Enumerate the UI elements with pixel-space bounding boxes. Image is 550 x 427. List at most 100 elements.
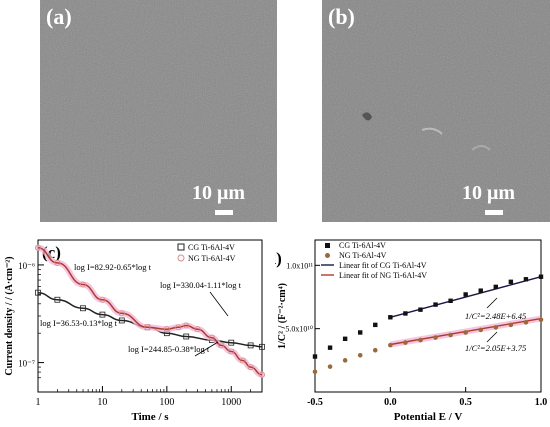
annotation-d: 1/C²=2.48E+6.45 — [465, 311, 526, 321]
fit-line-cg-d — [390, 276, 542, 318]
data-point-cg-d — [523, 277, 529, 282]
legend-label-d: CG Ti-6Al-4V — [339, 241, 386, 250]
data-point-ng-d — [478, 327, 484, 333]
data-point-ng-c — [35, 244, 42, 251]
panel-label-a: (a) — [46, 4, 72, 29]
data-point-ng-c — [239, 357, 246, 364]
x-axis-label-c: Time / s — [131, 411, 169, 423]
data-point-ng-c — [80, 281, 87, 288]
data-point-ng-d — [342, 358, 348, 363]
data-point-cg-d — [493, 284, 498, 290]
data-point-ng-c — [144, 324, 151, 331]
sem-image-b: (b) 10 μm — [322, 0, 550, 222]
data-point-cg-c — [247, 342, 254, 349]
data-point-cg-d — [478, 288, 483, 293]
data-point-ng-d — [508, 322, 514, 328]
plot-frame-d — [314, 239, 542, 393]
data-point-cg-d — [342, 336, 348, 341]
data-point-ng-c — [258, 371, 265, 378]
data-point-cg-d — [327, 345, 333, 350]
legend-label-d: NG Ti-6Al-4V — [339, 251, 387, 260]
x-tick-label-c: 1 — [36, 397, 41, 408]
legend-marker-d — [325, 243, 330, 248]
data-point-ng-d — [312, 369, 318, 375]
data-point-ng-d — [493, 325, 499, 330]
x-axis-label-d: Potential E / V — [394, 411, 463, 423]
annotation-arrow-c — [194, 341, 219, 357]
data-point-ng-c — [99, 296, 106, 303]
legend-label-c: CG Ti-6Al-4V — [188, 243, 235, 252]
x-tick-label-c: 100 — [159, 397, 174, 408]
panel-label-d: (d) — [275, 249, 282, 268]
legend-marker-c — [177, 254, 185, 262]
x-tick-label-c: 10 — [97, 397, 107, 408]
data-point-ng-d — [357, 352, 363, 358]
legend-marker-d — [325, 253, 330, 258]
data-point-cg-d — [508, 279, 514, 284]
annotation-arrow-c — [209, 291, 229, 317]
data-point-cg-c — [99, 311, 106, 318]
x-tick-label-d: -0.5 — [307, 397, 323, 408]
data-point-cg-c — [54, 296, 61, 303]
data-point-cg-d — [403, 311, 408, 316]
legend-label-d: Linear fit of CG Ti-6Al-4V — [339, 261, 427, 270]
data-point-cg-d — [312, 354, 318, 359]
y-tick-label-d: 1.0x10¹¹ — [286, 261, 313, 270]
data-point-ng-c — [228, 348, 235, 355]
data-point-ng-d — [538, 317, 544, 323]
data-point-cg-c — [80, 305, 86, 312]
annotation-c: log I=330.04-1.11*log t — [160, 280, 242, 290]
panel-label-b: (b) — [328, 4, 355, 29]
data-point-ng-c — [208, 334, 215, 341]
x-tick-label-d: 0.5 — [459, 397, 472, 408]
legend-label-d: Linear fit of NG Ti-6Al-4V — [339, 271, 427, 280]
data-point-ng-d — [433, 335, 438, 340]
annotation-c: log I=244.85-0.38*log t — [128, 344, 210, 354]
data-point-cg-d — [373, 322, 378, 328]
x-tick-label-c: 1000 — [221, 397, 241, 408]
scale-bar-label-b: 10 μm — [462, 182, 515, 204]
x-tick-label-d: 1.0 — [535, 397, 548, 408]
y-axis-label-c: Current density / / (A·cm⁻²) — [4, 256, 15, 375]
data-point-cg-d — [463, 292, 468, 297]
series-line-ng-c — [37, 246, 263, 376]
data-point-cg-d — [538, 274, 544, 279]
data-point-ng-c — [194, 326, 201, 333]
data-point-ng-c — [247, 364, 254, 371]
annotation-d: 1/C²=2.05E+3.75 — [465, 343, 526, 353]
data-point-ng-c — [118, 310, 125, 317]
data-point-ng-c — [183, 322, 190, 329]
data-point-ng-c — [54, 259, 61, 266]
data-point-ng-c — [218, 342, 225, 349]
data-point-cg-c — [259, 343, 265, 350]
data-point-ng-d — [523, 320, 529, 325]
data-point-ng-d — [418, 337, 423, 343]
data-point-cg-c — [183, 333, 190, 340]
chart-d-mott-schottky: -0.5 0.0 0.5 1.0 5.0x10¹⁰ 1.0x10¹¹ Potential E… — [275, 239, 548, 423]
data-point-cg-d — [418, 307, 423, 312]
scale-bar-a — [215, 210, 233, 215]
annotation-c: log I=36.53-0.13*log t — [40, 318, 118, 328]
data-point-ng-c — [163, 326, 170, 333]
sem-texture-a — [40, 0, 277, 222]
data-point-cg-d — [433, 302, 438, 307]
data-point-cg-c — [228, 339, 235, 346]
annotation-arrow-d — [486, 297, 498, 309]
y-tick-label-c: 10⁻⁶ — [18, 261, 35, 271]
data-point-ng-c — [175, 324, 182, 331]
data-point-ng-d — [327, 364, 333, 369]
legend-label-c: NG Ti-6Al-4V — [188, 254, 236, 263]
annotation-arrow-d — [486, 331, 498, 343]
legend-marker-c — [177, 243, 185, 251]
scale-bar-b — [485, 210, 503, 215]
data-point-cg-d — [448, 298, 453, 303]
data-point-cg-d — [358, 330, 363, 335]
data-point-cg-d — [388, 315, 393, 320]
data-point-cg-c — [118, 317, 125, 324]
sem-image-a: (a) 10 μm — [40, 0, 277, 222]
data-point-ng-d — [463, 330, 468, 335]
sem-texture-b — [322, 0, 550, 222]
y-axis-label-d: 1/C² / (F⁻²·cm⁴) — [277, 283, 288, 349]
scale-bar-label-a: 10 μm — [192, 182, 245, 204]
data-point-ng-d — [448, 332, 453, 338]
